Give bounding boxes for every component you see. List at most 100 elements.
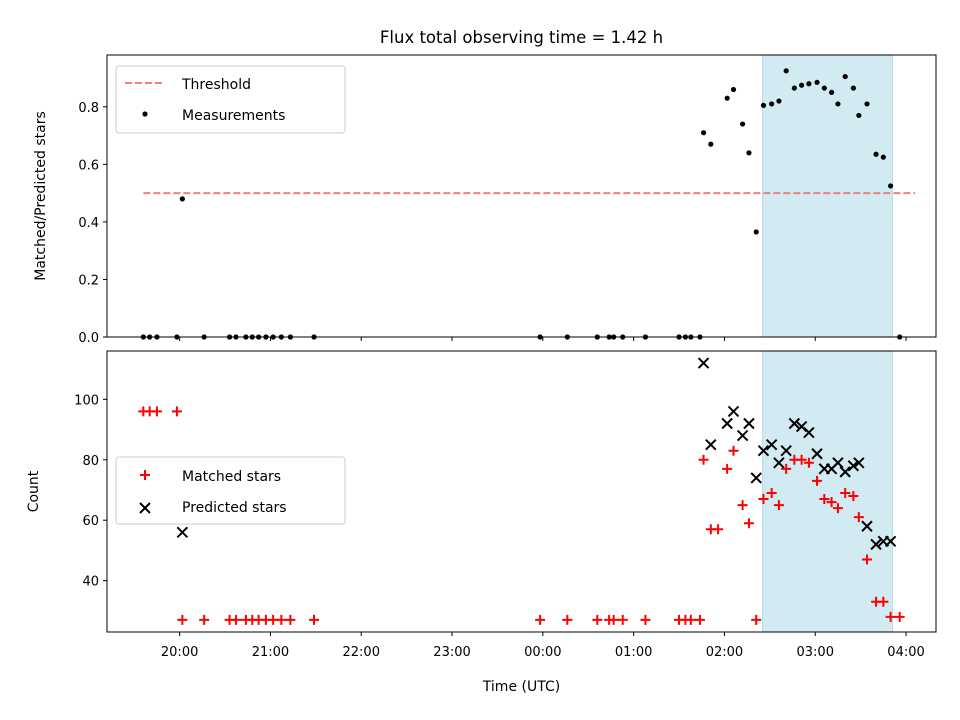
x-tick-label: 04:00 xyxy=(887,645,924,660)
y-axis-label: Matched/Predicted stars xyxy=(33,111,49,281)
data-point xyxy=(739,121,746,127)
data-point xyxy=(309,614,320,625)
data-point xyxy=(743,417,755,430)
x-tick-label: 21:00 xyxy=(252,645,289,660)
y-tick-label: 60 xyxy=(82,514,99,529)
legend: Threshold Measurements xyxy=(115,65,346,134)
data-point xyxy=(713,524,724,535)
series-0 xyxy=(138,406,905,625)
data-point xyxy=(694,614,705,625)
data-point xyxy=(884,535,897,548)
data-point xyxy=(850,85,856,91)
data-point xyxy=(888,183,894,189)
data-point xyxy=(737,500,748,511)
data-point xyxy=(177,614,188,625)
data-point xyxy=(783,68,789,74)
data-point xyxy=(799,82,805,88)
observing-interval-shade xyxy=(762,54,893,338)
y-tick-label: 0.2 xyxy=(78,273,99,288)
data-point xyxy=(730,86,737,93)
data-point xyxy=(171,406,182,417)
data-point xyxy=(811,448,823,460)
data-point xyxy=(721,417,733,430)
data-point xyxy=(864,101,870,107)
legend-label: Threshold xyxy=(181,77,251,93)
x-tick-label: 20:00 xyxy=(161,645,198,660)
data-point xyxy=(230,614,241,625)
data-point xyxy=(773,457,785,469)
axes-frame xyxy=(106,350,937,633)
data-point xyxy=(853,512,864,523)
series-1 xyxy=(176,357,897,551)
data-point xyxy=(769,101,775,107)
data-point xyxy=(776,98,782,104)
data-point xyxy=(847,460,860,472)
data-point xyxy=(724,95,730,101)
data-point xyxy=(856,112,862,119)
top-panel: 0.0 0.2 0.4 0.6 0.8 Matched/Predicted stars Fl… xyxy=(33,28,937,346)
data-point xyxy=(821,85,827,91)
legend-matched-swatch xyxy=(140,470,150,480)
observing-interval-shade xyxy=(762,350,893,633)
chart-title: Flux total observing time = 1.42 h xyxy=(380,28,663,47)
data-point xyxy=(840,488,851,499)
legend-label: Matched stars xyxy=(182,469,281,485)
data-point xyxy=(853,457,865,469)
data-point xyxy=(685,614,696,625)
data-point xyxy=(697,357,710,369)
data-point xyxy=(562,614,573,625)
data-point xyxy=(812,475,823,486)
x-tick-label: 23:00 xyxy=(433,645,470,660)
data-point xyxy=(728,445,739,456)
data-point xyxy=(832,503,843,514)
data-point xyxy=(698,454,709,465)
legend: Matched stars Predicted stars xyxy=(115,456,346,525)
data-point xyxy=(788,417,801,430)
y-tick-label: 0.4 xyxy=(78,216,99,231)
data-point xyxy=(708,141,714,147)
x-tick-label: 01:00 xyxy=(615,645,652,660)
data-point xyxy=(870,538,882,551)
data-point xyxy=(276,614,287,625)
data-point xyxy=(806,81,812,87)
x-tick-label: 02:00 xyxy=(706,645,743,660)
x-tick-label: 22:00 xyxy=(343,645,380,660)
data-point xyxy=(826,497,837,508)
data-point xyxy=(760,102,767,108)
data-point xyxy=(773,500,784,511)
data-point xyxy=(705,438,717,451)
data-point xyxy=(861,554,872,565)
data-point xyxy=(727,405,740,418)
legend-measurements-swatch xyxy=(142,111,148,117)
y-tick-label: 0.0 xyxy=(78,331,99,346)
axes-frame xyxy=(106,54,937,338)
data-point xyxy=(285,614,296,625)
data-point xyxy=(842,73,848,80)
x-tick-label: 00:00 xyxy=(524,645,561,660)
data-point xyxy=(199,614,210,625)
data-point xyxy=(758,494,769,505)
x-tick-label: 03:00 xyxy=(797,645,834,660)
data-point xyxy=(751,614,762,625)
y-tick-label: 0.8 xyxy=(78,101,99,116)
data-point xyxy=(753,229,759,235)
x-axis-label: Time (UTC) xyxy=(482,679,560,695)
bottom-panel: 40 60 80 100 20:00 21:00 22:00 23:00 00:00 01:00 0… xyxy=(26,350,937,695)
data-point xyxy=(736,429,749,442)
data-point xyxy=(791,85,797,91)
data-point xyxy=(700,130,707,136)
data-point xyxy=(722,463,733,474)
data-point xyxy=(592,614,603,625)
data-point xyxy=(743,518,754,529)
data-point xyxy=(176,526,189,538)
legend-label: Measurements xyxy=(182,108,285,124)
data-point xyxy=(819,494,830,505)
data-point xyxy=(766,488,777,499)
data-point xyxy=(781,463,792,474)
data-point xyxy=(873,151,879,157)
legend-label: Predicted stars xyxy=(182,500,287,516)
data-point xyxy=(828,89,835,96)
data-point xyxy=(848,491,859,502)
y-tick-label: 0.6 xyxy=(78,158,99,173)
